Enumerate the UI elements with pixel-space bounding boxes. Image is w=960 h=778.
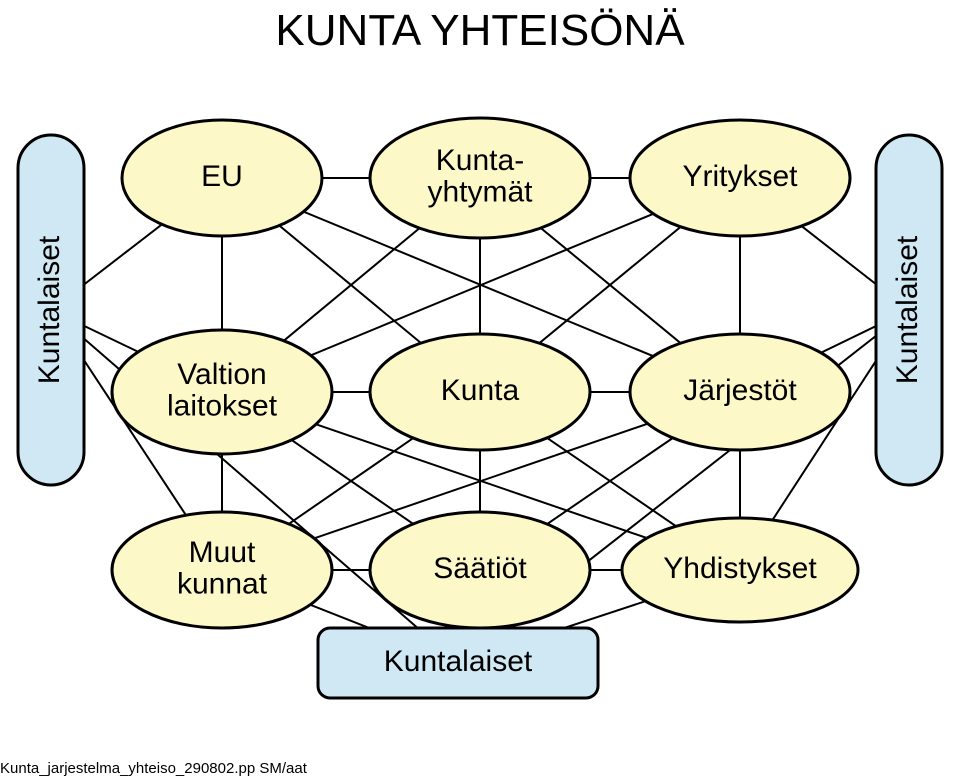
- sidebar-label: Kuntalaiset: [384, 645, 533, 678]
- node-label: Valtionlaitokset: [167, 358, 278, 423]
- diagram-stage: KUNTA YHTEISÖNÄ KuntalaisetKuntalaisetKu…: [0, 0, 960, 778]
- node-label: EU: [201, 160, 243, 193]
- sidebar-label: Kuntalaiset: [33, 235, 66, 384]
- node-label: Muutkunnat: [177, 536, 268, 601]
- footer-text: Kunta_jarjestelma_yhteiso_290802.pp SM/a…: [0, 760, 307, 777]
- network-svg: Kuntalaiset Kuntalaiset Kuntalaiset EU Kunta…: [0, 0, 960, 778]
- node-label: Säätiöt: [433, 552, 527, 585]
- node-label: Järjestöt: [683, 374, 797, 407]
- node-label: Kunta: [441, 374, 520, 407]
- node-label: Kunta-yhtymät: [427, 144, 533, 209]
- node-label: Yritykset: [682, 160, 798, 193]
- sidebar-label: Kuntalaiset: [891, 235, 924, 384]
- node-label: Yhdistykset: [663, 552, 817, 585]
